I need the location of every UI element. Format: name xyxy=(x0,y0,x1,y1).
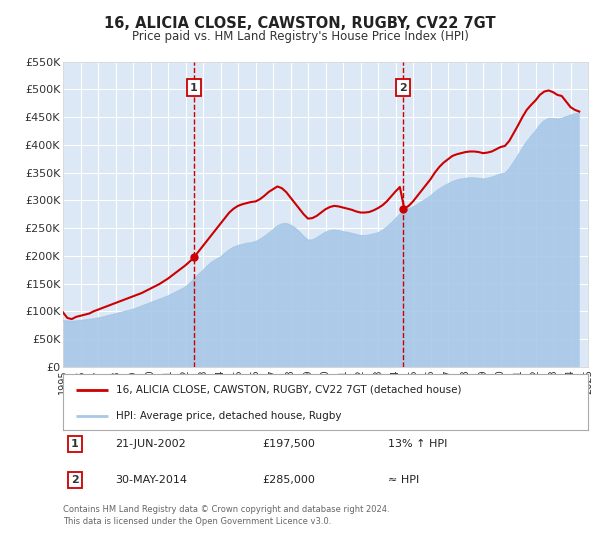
Text: 16, ALICIA CLOSE, CAWSTON, RUGBY, CV22 7GT (detached house): 16, ALICIA CLOSE, CAWSTON, RUGBY, CV22 7… xyxy=(115,385,461,395)
Text: 1: 1 xyxy=(190,82,197,92)
Text: 2: 2 xyxy=(399,82,407,92)
Text: ≈ HPI: ≈ HPI xyxy=(389,475,420,485)
Text: 2: 2 xyxy=(71,475,79,485)
Text: 13% ↑ HPI: 13% ↑ HPI xyxy=(389,439,448,449)
Text: Price paid vs. HM Land Registry's House Price Index (HPI): Price paid vs. HM Land Registry's House … xyxy=(131,30,469,43)
Text: £197,500: £197,500 xyxy=(263,439,316,449)
Text: 21-JUN-2002: 21-JUN-2002 xyxy=(115,439,186,449)
Text: HPI: Average price, detached house, Rugby: HPI: Average price, detached house, Rugb… xyxy=(115,411,341,421)
Text: 30-MAY-2014: 30-MAY-2014 xyxy=(115,475,187,485)
Text: Contains HM Land Registry data © Crown copyright and database right 2024.
This d: Contains HM Land Registry data © Crown c… xyxy=(63,505,389,526)
Text: 16, ALICIA CLOSE, CAWSTON, RUGBY, CV22 7GT: 16, ALICIA CLOSE, CAWSTON, RUGBY, CV22 7… xyxy=(104,16,496,31)
Text: 1: 1 xyxy=(71,439,79,449)
Text: £285,000: £285,000 xyxy=(263,475,316,485)
